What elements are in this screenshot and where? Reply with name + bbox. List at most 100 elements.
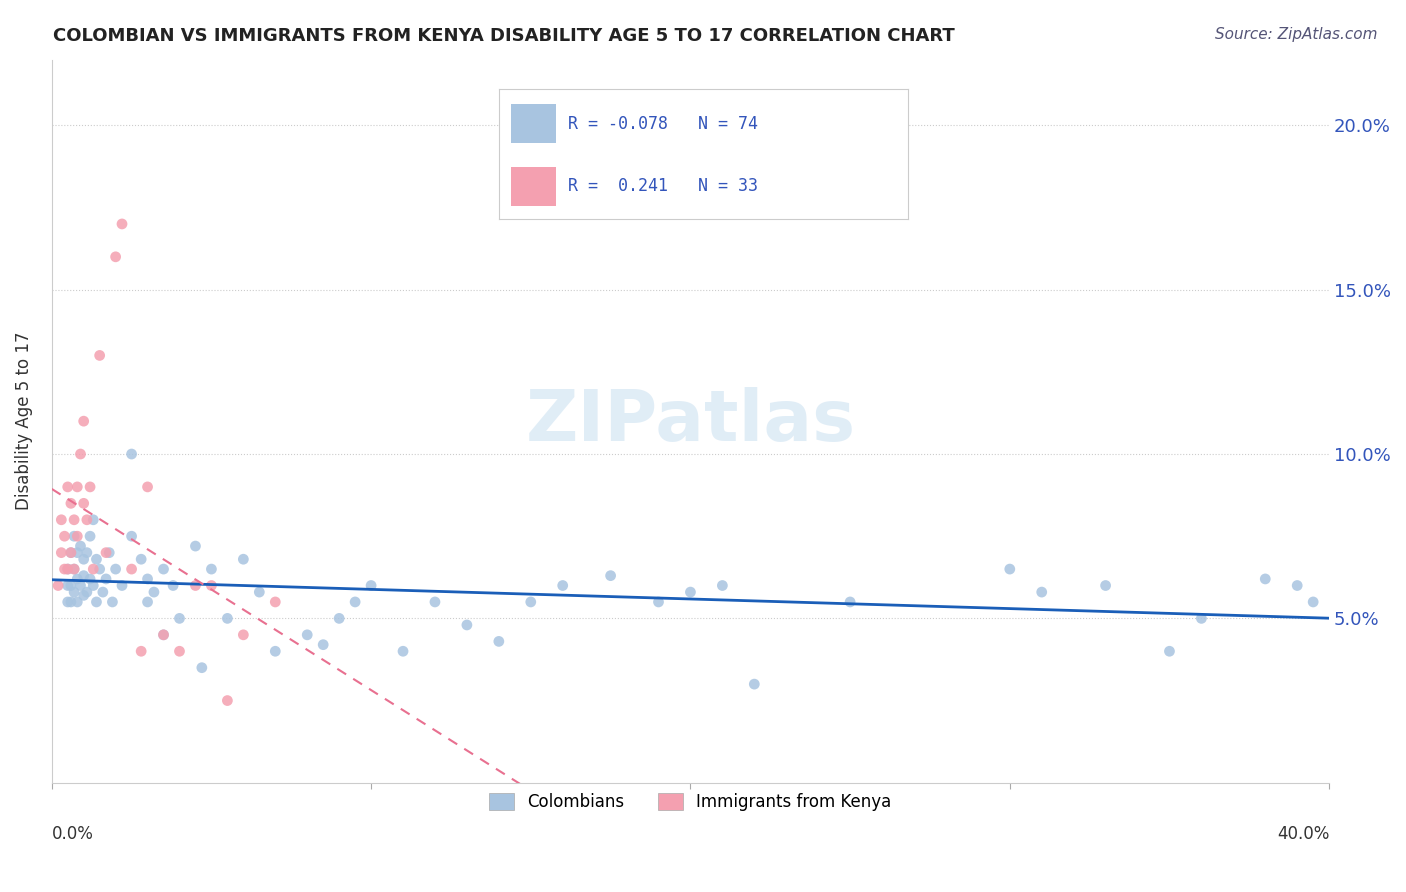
Point <box>551 578 574 592</box>
Point <box>91 585 114 599</box>
Point <box>53 529 76 543</box>
Point <box>56 562 79 576</box>
Point <box>121 529 143 543</box>
Point <box>82 513 104 527</box>
Point <box>59 578 82 592</box>
Text: COLOMBIAN VS IMMIGRANTS FROM KENYA DISABILITY AGE 5 TO 17 CORRELATION CHART: COLOMBIAN VS IMMIGRANTS FROM KENYA DISAB… <box>53 27 955 45</box>
Point <box>73 568 96 582</box>
Point <box>152 628 174 642</box>
Point <box>1159 644 1181 658</box>
Point <box>76 546 98 560</box>
Point <box>59 496 82 510</box>
Point <box>104 250 127 264</box>
Point <box>56 595 79 609</box>
Point <box>73 552 96 566</box>
Point <box>56 480 79 494</box>
Point <box>89 348 111 362</box>
Point <box>73 588 96 602</box>
Point <box>184 578 207 592</box>
Point <box>86 595 108 609</box>
Point <box>129 644 152 658</box>
Point <box>1031 585 1053 599</box>
Point <box>53 562 76 576</box>
Point <box>200 578 222 592</box>
Point <box>344 595 367 609</box>
Text: Source: ZipAtlas.com: Source: ZipAtlas.com <box>1215 27 1378 42</box>
Point <box>59 546 82 560</box>
Point <box>59 595 82 609</box>
Point <box>111 578 134 592</box>
Text: ZIPatlas: ZIPatlas <box>526 386 855 456</box>
Point <box>51 546 73 560</box>
Point <box>423 595 446 609</box>
Point <box>328 611 350 625</box>
Point <box>200 562 222 576</box>
Point <box>232 552 254 566</box>
Point <box>169 644 191 658</box>
Point <box>66 480 89 494</box>
Point <box>191 661 214 675</box>
Text: 0.0%: 0.0% <box>52 825 94 844</box>
Point <box>169 611 191 625</box>
Point <box>264 595 287 609</box>
Point <box>73 496 96 510</box>
Point <box>184 539 207 553</box>
Point <box>520 595 543 609</box>
Point <box>86 552 108 566</box>
Point <box>121 447 143 461</box>
Point <box>69 539 91 553</box>
Y-axis label: Disability Age 5 to 17: Disability Age 5 to 17 <box>15 332 32 510</box>
Point <box>679 585 702 599</box>
Point <box>456 618 478 632</box>
Point <box>59 546 82 560</box>
Point <box>76 513 98 527</box>
Point <box>63 562 86 576</box>
Point <box>1302 595 1324 609</box>
Point <box>101 595 124 609</box>
Point <box>111 217 134 231</box>
Point <box>79 480 101 494</box>
Point <box>66 546 89 560</box>
Point <box>998 562 1021 576</box>
Point <box>89 562 111 576</box>
Point <box>142 585 165 599</box>
Point <box>129 552 152 566</box>
Point <box>1189 611 1212 625</box>
Text: 40.0%: 40.0% <box>1277 825 1329 844</box>
Point <box>360 578 382 592</box>
Point <box>232 628 254 642</box>
Point <box>79 529 101 543</box>
Point <box>82 562 104 576</box>
Point <box>647 595 669 609</box>
Point <box>66 595 89 609</box>
Point <box>63 529 86 543</box>
Point <box>247 585 270 599</box>
Point <box>73 414 96 428</box>
Point <box>264 644 287 658</box>
Point <box>56 562 79 576</box>
Point <box>297 628 319 642</box>
Point <box>488 634 510 648</box>
Point <box>63 513 86 527</box>
Point <box>51 513 73 527</box>
Point <box>98 546 121 560</box>
Point <box>46 578 69 592</box>
Point <box>711 578 734 592</box>
Point <box>76 585 98 599</box>
Point <box>1254 572 1277 586</box>
Point <box>63 562 86 576</box>
Point <box>599 568 621 582</box>
Point <box>66 529 89 543</box>
Point <box>312 638 335 652</box>
Point <box>56 578 79 592</box>
Point <box>136 595 159 609</box>
Point <box>152 628 174 642</box>
Point <box>63 585 86 599</box>
Point <box>69 578 91 592</box>
Legend: Colombians, Immigrants from Kenya: Colombians, Immigrants from Kenya <box>482 786 898 818</box>
Point <box>66 572 89 586</box>
Point <box>392 644 415 658</box>
Point <box>217 611 239 625</box>
Point <box>1094 578 1116 592</box>
Point <box>79 572 101 586</box>
